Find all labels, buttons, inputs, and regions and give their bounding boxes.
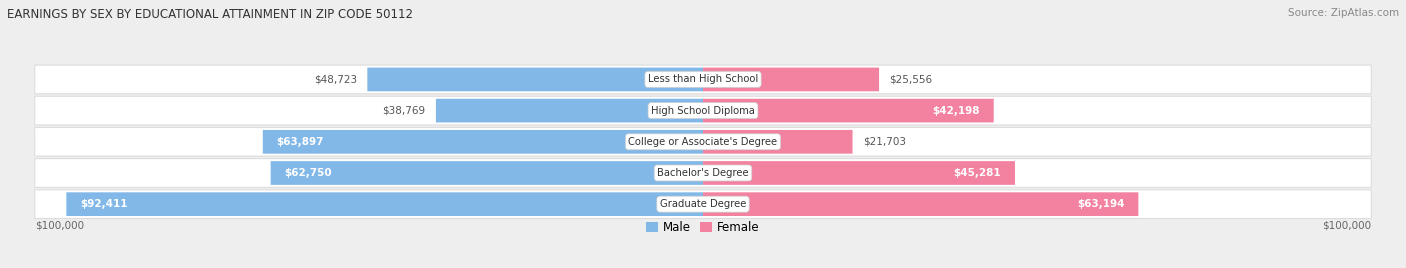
Text: Source: ZipAtlas.com: Source: ZipAtlas.com	[1288, 8, 1399, 18]
Text: $48,723: $48,723	[314, 75, 357, 84]
Text: $92,411: $92,411	[80, 199, 128, 209]
Text: $21,703: $21,703	[863, 137, 905, 147]
FancyBboxPatch shape	[703, 130, 852, 154]
FancyBboxPatch shape	[271, 161, 703, 185]
Text: Less than High School: Less than High School	[648, 75, 758, 84]
FancyBboxPatch shape	[35, 65, 1371, 94]
FancyBboxPatch shape	[703, 161, 1015, 185]
Text: $62,750: $62,750	[284, 168, 332, 178]
FancyBboxPatch shape	[35, 190, 1371, 218]
Text: Graduate Degree: Graduate Degree	[659, 199, 747, 209]
FancyBboxPatch shape	[35, 128, 1371, 156]
Text: College or Associate's Degree: College or Associate's Degree	[628, 137, 778, 147]
FancyBboxPatch shape	[35, 96, 1371, 125]
Text: $25,556: $25,556	[890, 75, 932, 84]
FancyBboxPatch shape	[703, 192, 1139, 216]
FancyBboxPatch shape	[35, 159, 1371, 187]
Text: Bachelor's Degree: Bachelor's Degree	[657, 168, 749, 178]
FancyBboxPatch shape	[703, 99, 994, 122]
Text: $38,769: $38,769	[382, 106, 426, 116]
Text: $100,000: $100,000	[35, 220, 84, 230]
Legend: Male, Female: Male, Female	[647, 221, 759, 234]
FancyBboxPatch shape	[66, 192, 703, 216]
FancyBboxPatch shape	[703, 68, 879, 91]
FancyBboxPatch shape	[436, 99, 703, 122]
Text: $45,281: $45,281	[953, 168, 1001, 178]
Text: High School Diploma: High School Diploma	[651, 106, 755, 116]
FancyBboxPatch shape	[263, 130, 703, 154]
Text: EARNINGS BY SEX BY EDUCATIONAL ATTAINMENT IN ZIP CODE 50112: EARNINGS BY SEX BY EDUCATIONAL ATTAINMEN…	[7, 8, 413, 21]
Text: $63,897: $63,897	[277, 137, 323, 147]
Text: $100,000: $100,000	[1322, 220, 1371, 230]
FancyBboxPatch shape	[367, 68, 703, 91]
Text: $63,194: $63,194	[1077, 199, 1125, 209]
Text: $42,198: $42,198	[932, 106, 980, 116]
